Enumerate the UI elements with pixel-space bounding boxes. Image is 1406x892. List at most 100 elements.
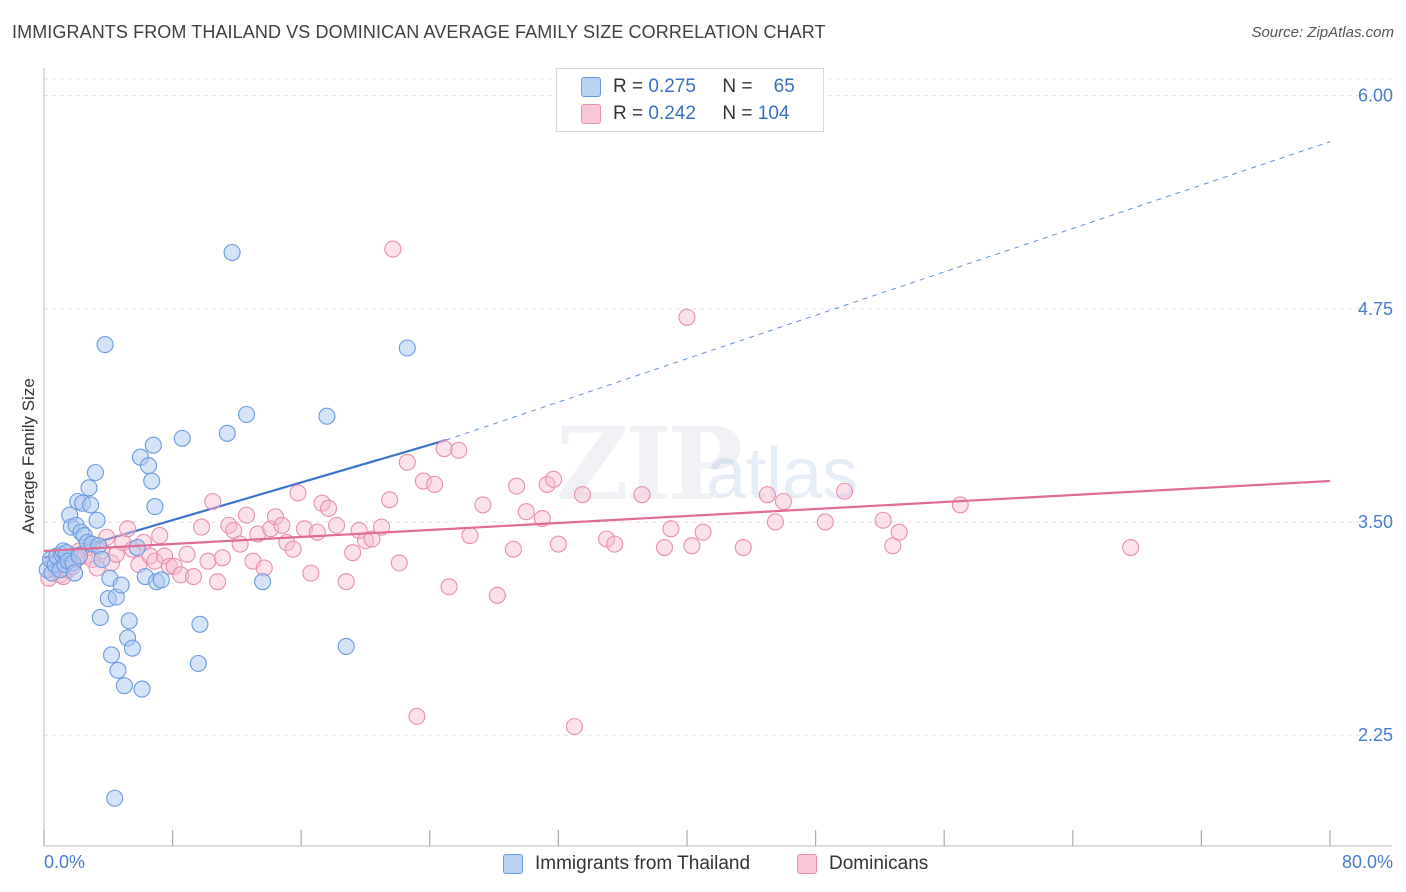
point-dominicans xyxy=(273,516,291,534)
point-dominicans xyxy=(141,547,159,565)
point-dominicans xyxy=(165,557,183,575)
point-dominicans xyxy=(390,554,408,572)
bottom-legend-swatch-dominicans xyxy=(797,854,817,874)
point-thailand xyxy=(146,498,164,516)
legend-swatch-thailand xyxy=(581,77,601,97)
point-thailand xyxy=(86,463,104,482)
y-tick-label: 6.00 xyxy=(1358,86,1393,106)
point-dominicans xyxy=(363,530,381,548)
point-dominicans xyxy=(184,567,203,586)
chart-title: IMMIGRANTS FROM THAILAND VS DOMINICAN AV… xyxy=(12,22,826,42)
point-dominicans xyxy=(178,545,196,563)
point-thailand xyxy=(88,511,106,529)
point-dominicans xyxy=(835,482,854,500)
points-thailand xyxy=(38,243,416,807)
point-dominicans xyxy=(408,707,426,725)
legend-n-value: 104 xyxy=(757,103,790,124)
legend-row-dominicans: R = 0.242 N = 104 xyxy=(581,102,789,126)
point-dominicans xyxy=(474,496,492,514)
point-dominicans xyxy=(655,538,674,557)
point-thailand xyxy=(318,407,336,425)
trend-line-solid xyxy=(43,479,1331,553)
point-thailand xyxy=(139,457,158,475)
trend-line-thailand xyxy=(43,141,1331,559)
point-dominicans xyxy=(890,523,908,541)
x-tick-label: 80.0% xyxy=(1342,852,1393,872)
legend-r-label: R = xyxy=(613,76,644,97)
point-dominicans xyxy=(344,544,362,562)
point-dominicans xyxy=(289,484,307,502)
point-thailand xyxy=(152,571,170,589)
point-dominicans xyxy=(758,486,776,504)
point-dominicans xyxy=(545,470,563,488)
source-credit: Source: ZipAtlas.com xyxy=(1251,24,1394,41)
y-tick-label: 3.50 xyxy=(1358,512,1393,532)
point-dominicans xyxy=(440,578,458,596)
point-thailand xyxy=(337,637,355,656)
point-thailand xyxy=(173,429,191,447)
point-dominicans xyxy=(199,552,217,570)
point-thailand xyxy=(96,336,114,354)
point-thailand xyxy=(80,479,98,497)
legend-r-label: R = xyxy=(613,103,644,124)
legend-r-value: 0.275 xyxy=(648,76,696,97)
trend-line-solid xyxy=(43,439,447,559)
point-dominicans xyxy=(951,496,969,514)
point-dominicans xyxy=(573,486,592,504)
legend-n-label: N = xyxy=(722,76,753,97)
point-dominicans xyxy=(884,537,902,555)
point-thailand xyxy=(91,608,109,627)
point-dominicans xyxy=(517,503,535,521)
point-dominicans xyxy=(683,537,701,555)
point-dominicans xyxy=(237,506,256,524)
point-thailand xyxy=(398,339,416,357)
tick-labels: 2.25 3.50 4.75 6.00 0.0% 80.0% xyxy=(44,86,1393,872)
point-thailand xyxy=(109,661,127,679)
legend-swatch-dominicans xyxy=(581,104,601,124)
watermark-atlas: atlas xyxy=(706,434,859,514)
point-dominicans xyxy=(694,523,712,541)
x-tick-label: 0.0% xyxy=(44,852,85,872)
trend-line-dominicans xyxy=(43,479,1331,553)
point-dominicans xyxy=(119,520,137,538)
point-dominicans xyxy=(398,453,416,471)
bottom-legend-dominicans: Dominicans xyxy=(797,852,928,876)
point-dominicans xyxy=(192,518,211,536)
point-dominicans xyxy=(774,492,793,511)
legend-n-value: 65 xyxy=(773,76,795,97)
watermark-zip: ZIP xyxy=(556,405,743,523)
legend-row-thailand: R = 0.275 N = 65 xyxy=(581,75,795,99)
point-dominicans xyxy=(381,491,399,509)
point-dominicans xyxy=(209,573,227,591)
point-dominicans xyxy=(337,573,355,591)
point-dominicans xyxy=(426,475,444,493)
point-dominicans xyxy=(504,540,522,558)
point-thailand xyxy=(189,654,207,673)
point-dominicans xyxy=(319,499,338,517)
point-dominicans xyxy=(461,527,479,545)
legend: R = 0.275 N = 65 R = 0.242 N = 104 xyxy=(556,68,824,132)
trend-line-dashed xyxy=(445,141,1331,441)
point-dominicans xyxy=(213,549,231,567)
bottom-legend-label-dominicans: Dominicans xyxy=(829,853,929,874)
point-dominicans xyxy=(151,527,169,545)
point-thailand xyxy=(143,472,161,490)
point-dominicans xyxy=(225,521,243,540)
y-axis-label: Average Family Size xyxy=(19,378,38,534)
point-dominicans xyxy=(308,523,326,541)
point-dominicans xyxy=(633,486,651,504)
point-dominicans xyxy=(302,564,320,582)
y-tick-label: 2.25 xyxy=(1358,725,1393,745)
point-thailand xyxy=(123,639,141,657)
axes xyxy=(43,68,1392,847)
point-thailand xyxy=(82,496,100,514)
point-dominicans xyxy=(549,535,567,553)
bottom-legend-swatch-thailand xyxy=(503,854,523,874)
point-thailand xyxy=(102,646,121,664)
point-thailand xyxy=(144,436,162,454)
bottom-legend-thailand: Immigrants from Thailand xyxy=(503,852,750,876)
point-dominicans xyxy=(565,718,584,736)
point-thailand xyxy=(112,576,130,594)
points-dominicans xyxy=(40,240,1140,736)
